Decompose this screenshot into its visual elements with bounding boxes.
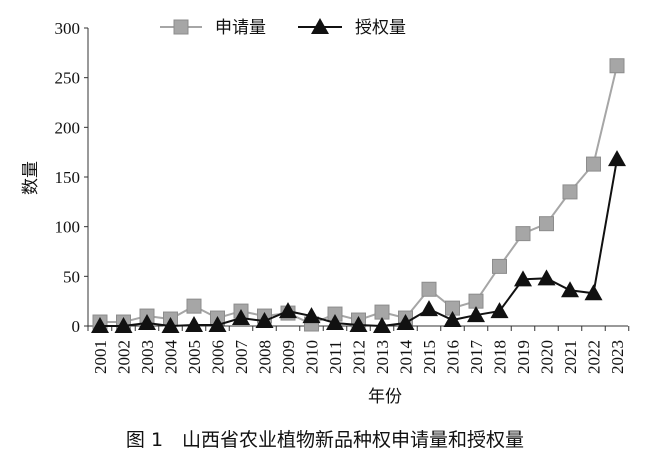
- x-tick-label: 2003: [138, 340, 157, 374]
- x-tick-label: 2021: [561, 340, 580, 374]
- data-point-triangle: [302, 307, 321, 324]
- x-tick-label: 2009: [279, 340, 298, 374]
- data-point-square: [562, 184, 578, 200]
- x-tick-label: 2014: [397, 340, 416, 375]
- x-tick-label: 2015: [420, 340, 439, 374]
- x-tick-label: 2008: [256, 340, 275, 374]
- data-point-triangle: [208, 316, 227, 333]
- data-point-square: [468, 293, 484, 309]
- x-tick-label: 2013: [373, 340, 392, 374]
- x-tick-label: 2006: [209, 340, 228, 374]
- data-point-triangle: [420, 300, 438, 317]
- y-axis-label: 数量: [21, 161, 41, 195]
- line-chart: 0 50 100 150 200 250 300 2001 2002 2003 2004 2005 20…: [21, 18, 630, 407]
- x-axis-label: 年份: [368, 387, 402, 407]
- data-point-triangle: [138, 314, 156, 331]
- x-tick-label: 2007: [232, 340, 251, 375]
- x-tick-label: 2020: [538, 340, 557, 374]
- data-point-triangle: [537, 269, 556, 286]
- data-point-triangle: [311, 18, 329, 34]
- x-tick-label: 2001: [91, 340, 110, 374]
- data-point-triangle: [255, 312, 274, 329]
- x-tick-label: 2002: [115, 340, 134, 374]
- x-tick-label: 2019: [514, 340, 533, 374]
- data-point-square: [186, 298, 202, 314]
- series-line: [100, 158, 618, 328]
- x-tick-label: 2023: [608, 340, 627, 374]
- x-tick-label: 2017: [467, 340, 486, 375]
- data-point-square: [586, 156, 601, 172]
- data-point-triangle: [373, 317, 391, 333]
- data-point-triangle: [396, 314, 415, 331]
- x-tick-label: 2012: [350, 340, 369, 374]
- y-tick-label: 0: [72, 317, 81, 336]
- data-point-triangle: [514, 270, 532, 287]
- data-point-square: [609, 58, 625, 74]
- y-tick-label: 100: [55, 218, 81, 237]
- x-tick-label: 2005: [185, 340, 204, 374]
- data-point-triangle: [490, 302, 509, 319]
- data-point-triangle: [467, 306, 485, 323]
- data-point-square: [421, 281, 437, 297]
- x-tick-label: 2022: [585, 340, 604, 374]
- x-tick-label: 2004: [162, 340, 181, 375]
- legend-label: 授权量: [355, 18, 406, 38]
- data-point-triangle: [279, 302, 297, 319]
- legend-label: 申请量: [215, 18, 266, 38]
- data-point-triangle: [443, 311, 462, 328]
- data-point-triangle: [326, 314, 344, 331]
- y-tick-label: 50: [63, 267, 80, 286]
- data-point-square: [492, 258, 507, 274]
- data-point-triangle: [584, 284, 603, 301]
- legend-item: 申请量: [160, 18, 266, 38]
- data-point-triangle: [232, 309, 250, 326]
- y-tick-label: 150: [55, 168, 81, 187]
- data-point-square: [515, 226, 531, 242]
- y-tick-label: 200: [55, 118, 81, 137]
- data-point-triangle: [349, 316, 368, 333]
- x-tick-label: 2011: [326, 341, 345, 374]
- y-tick-label: 300: [55, 19, 81, 38]
- data-point-square: [539, 216, 554, 232]
- data-point-triangle: [185, 316, 203, 333]
- data-point-square: [374, 304, 390, 320]
- series-applications: [92, 58, 625, 332]
- x-tick-label: 2016: [444, 340, 463, 374]
- data-point-triangle: [608, 150, 626, 167]
- series-grants: [91, 150, 626, 333]
- data-point-square: [173, 19, 189, 35]
- data-point-triangle: [561, 281, 579, 298]
- y-tick-label: 250: [55, 69, 81, 88]
- data-point-triangle: [161, 317, 180, 333]
- data-point-triangle: [114, 317, 133, 333]
- figure-caption: 图 1 山西省农业植物新品种权申请量和授权量: [125, 429, 525, 451]
- data-point-triangle: [91, 317, 109, 333]
- legend-item: 授权量: [298, 18, 406, 38]
- x-tick-label: 2010: [303, 340, 322, 374]
- x-tick-label: 2018: [491, 340, 510, 374]
